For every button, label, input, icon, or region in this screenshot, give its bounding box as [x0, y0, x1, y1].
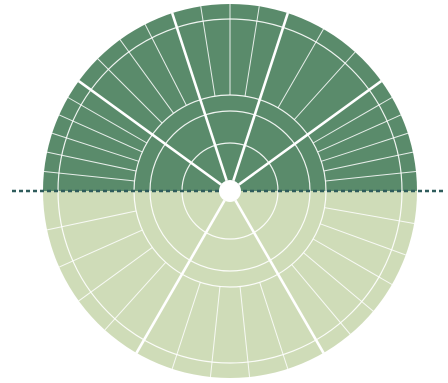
minor-spoke — [144, 24, 187, 106]
minor-spoke — [43, 170, 135, 182]
major-spoke — [234, 199, 325, 354]
minor-spoke — [58, 114, 143, 153]
minor-spoke — [239, 286, 251, 378]
minor-spoke — [97, 58, 163, 124]
minor-spoke — [312, 238, 393, 285]
major-spoke — [135, 199, 226, 354]
upper-half-fill — [43, 4, 417, 191]
minor-spoke — [325, 170, 417, 182]
minor-spoke — [317, 114, 402, 153]
minor-spoke — [46, 151, 137, 172]
minor-spoke — [259, 282, 289, 370]
minor-spoke — [46, 210, 137, 231]
minor-spoke — [171, 282, 201, 370]
minor-spoke — [324, 207, 415, 224]
minor-spoke — [323, 151, 414, 172]
minor-spoke — [244, 6, 260, 97]
center-hub — [219, 180, 241, 202]
minor-spoke — [277, 28, 324, 109]
minor-spoke — [200, 6, 216, 97]
minor-spoke — [78, 247, 153, 302]
minor-spoke — [67, 97, 148, 144]
minor-spoke — [321, 132, 409, 162]
spokes — [43, 4, 417, 378]
minor-spoke — [104, 262, 167, 331]
minor-spoke — [209, 286, 221, 378]
lower-half — [43, 191, 417, 378]
major-spoke — [232, 12, 290, 181]
major-spoke — [170, 12, 228, 181]
minor-spoke — [51, 132, 139, 162]
minor-spoke — [58, 229, 143, 268]
minor-spoke — [312, 97, 393, 144]
upper-half — [43, 4, 417, 191]
minor-spoke — [303, 252, 374, 312]
major-spoke — [77, 80, 222, 186]
major-spoke — [238, 80, 383, 186]
lower-half-fill — [43, 191, 417, 378]
minor-spoke — [320, 223, 406, 256]
minor-spoke — [119, 39, 174, 114]
minor-spoke — [291, 264, 351, 335]
minor-spoke — [293, 51, 356, 120]
